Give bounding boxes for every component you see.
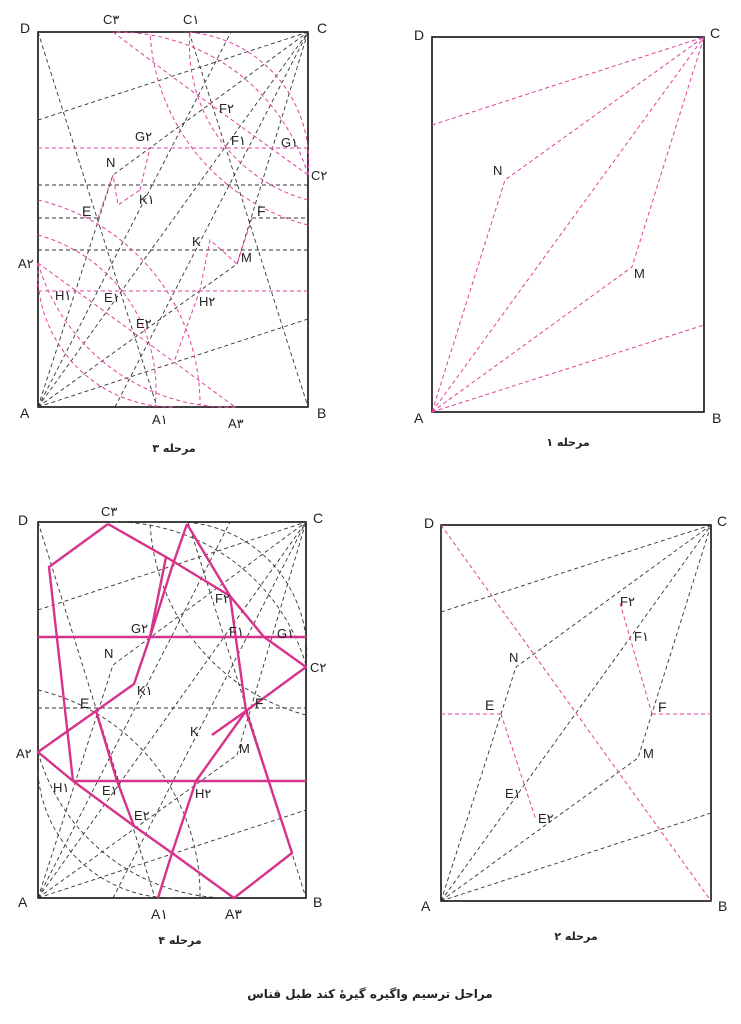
label-A1: A۱ — [151, 906, 168, 922]
label-C: C — [710, 25, 720, 41]
figure-caption: مراحل ترسیم واگیره گیرهٔ کند طبل قناس — [247, 987, 492, 1002]
step4-frame — [37, 521, 307, 899]
label-E1: E۱ — [104, 290, 120, 305]
label-F1: F۱ — [634, 629, 649, 644]
label-G2: G۲ — [131, 621, 148, 636]
step3-caption: مرحله ۳ — [152, 442, 195, 455]
step3-pink-construction — [37, 31, 310, 408]
step4-pattern — [36, 522, 308, 900]
label-F1: F۱ — [229, 624, 244, 639]
label-A: A — [421, 898, 431, 914]
label-K1: K۱ — [137, 683, 153, 698]
label-E2: E۲ — [136, 316, 152, 331]
label-C1: C۱ — [183, 12, 199, 27]
label-H1: H۱ — [53, 780, 69, 795]
label-M: M — [643, 746, 654, 761]
label-F: F — [257, 203, 266, 219]
step2-construction — [440, 524, 712, 902]
label-F: F — [658, 699, 667, 715]
step4-construction — [37, 521, 308, 899]
label-B: B — [712, 410, 721, 426]
step2-caption: مرحله ۲ — [554, 930, 597, 943]
label-D: D — [20, 20, 30, 36]
label-E: E — [82, 203, 91, 219]
label-D: D — [424, 515, 434, 531]
label-B: B — [317, 405, 326, 421]
label-C: C — [317, 20, 327, 36]
label-M: M — [634, 266, 645, 281]
label-C2: C۲ — [310, 660, 326, 675]
label-A2: A۲ — [18, 256, 34, 271]
label-C2: C۲ — [311, 168, 327, 183]
step2-panel: A B C D N M E F E۱ E۲ F۱ F۲ مرحله ۲ — [421, 513, 727, 943]
step3-frame — [37, 31, 309, 408]
step4-caption: مرحله ۴ — [158, 934, 201, 947]
label-D: D — [18, 512, 28, 528]
step1-panel: A B C D N M مرحله ۱ — [414, 25, 721, 449]
label-N: N — [104, 646, 113, 661]
label-B: B — [718, 898, 727, 914]
step1-frame — [431, 36, 705, 413]
label-N: N — [509, 650, 518, 665]
step1-construction — [431, 36, 705, 413]
label-E1: E۱ — [102, 783, 118, 798]
label-E2: E۲ — [538, 811, 554, 826]
step1-caption: مرحله ۱ — [546, 436, 589, 449]
label-A2: A۲ — [16, 746, 32, 761]
label-F1: F۱ — [231, 133, 246, 148]
label-A3: A۳ — [228, 416, 244, 431]
label-K1: K۱ — [139, 192, 155, 207]
label-H2: H۲ — [195, 786, 211, 801]
label-G1: G۱ — [281, 135, 298, 150]
label-C: C — [313, 510, 323, 526]
label-E: E — [80, 695, 89, 711]
label-C: C — [717, 513, 727, 529]
label-G2: G۲ — [135, 129, 152, 144]
step3-panel: A B C D C۳ C۱ F۲ G۲ F۱ G۱ N C۲ K۱ E F K … — [18, 12, 327, 455]
step2-frame — [440, 524, 712, 902]
label-F2: F۲ — [219, 101, 234, 116]
label-K: K — [192, 234, 201, 249]
label-H1: H۱ — [55, 288, 71, 303]
label-F: F — [255, 695, 264, 711]
label-D: D — [414, 27, 424, 43]
label-E2: E۲ — [134, 808, 150, 823]
label-A1: A۱ — [152, 412, 168, 427]
label-A: A — [414, 410, 424, 426]
label-F2: F۲ — [620, 594, 635, 609]
label-M: M — [241, 250, 252, 265]
label-K: K — [190, 724, 199, 739]
label-M: M — [239, 741, 250, 756]
label-E1: E۱ — [505, 786, 521, 801]
step4-panel: A B C D C۳ F۲ G۲ F۱ G۱ N C۲ K۱ E F K M A… — [16, 504, 326, 947]
label-N: N — [493, 163, 502, 178]
label-E: E — [485, 697, 494, 713]
label-N: N — [106, 155, 115, 170]
label-F2: F۲ — [215, 591, 230, 606]
label-C3: C۳ — [101, 504, 117, 519]
label-A: A — [20, 405, 30, 421]
label-C3: C۳ — [103, 12, 119, 27]
label-B: B — [313, 894, 322, 910]
label-A: A — [18, 894, 28, 910]
step3-black-construction — [37, 31, 309, 408]
label-H2: H۲ — [199, 294, 215, 309]
label-G1: G۱ — [277, 626, 294, 641]
label-A3: A۳ — [225, 906, 242, 922]
